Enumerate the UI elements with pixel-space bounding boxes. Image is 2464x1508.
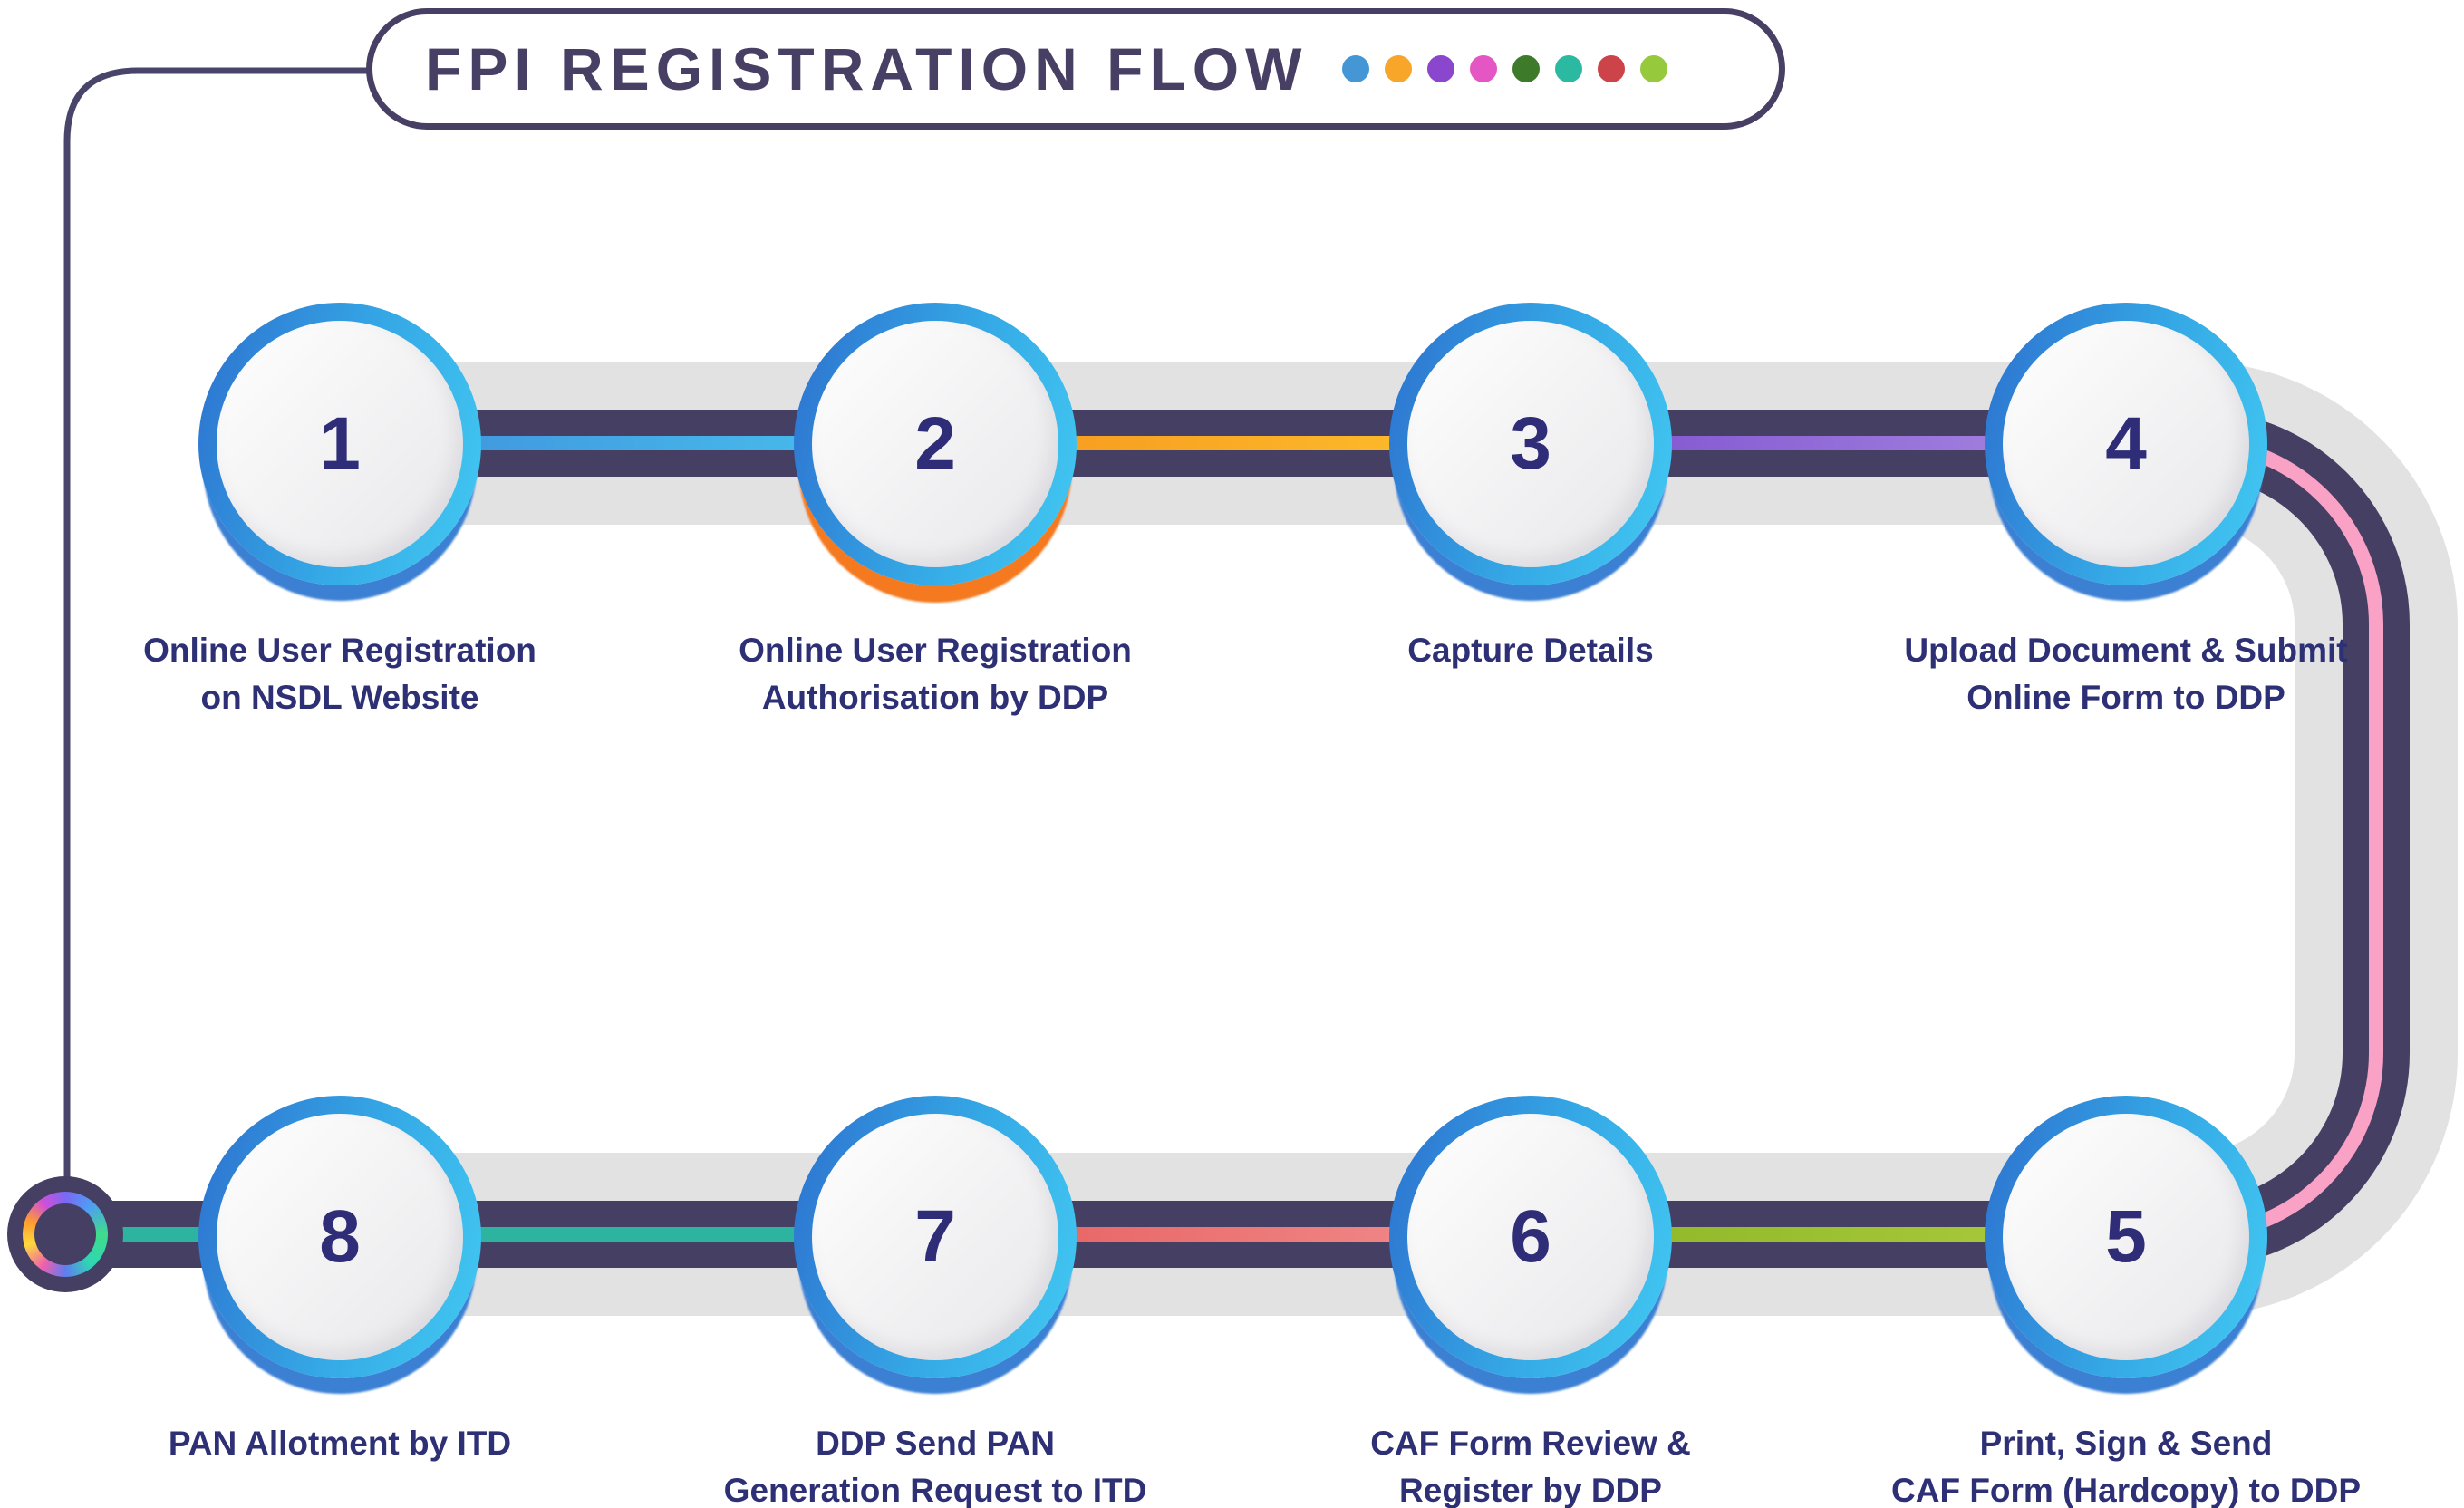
dot-icon [1385,55,1413,82]
step-3-label: Capture Details [1250,627,1812,674]
step-label-line: CAF Form (Hardcopy) to DDP [1891,1472,2361,1508]
dot-icon [1427,55,1455,82]
step-label-line: Online User Registration [739,632,1132,669]
step-2: 2 Online User Registration Authorisation… [654,303,1216,721]
step-1-circle: 1 [198,303,481,585]
step-8: 8 PAN Allotment by ITD [59,1096,621,1467]
step-label-line: PAN Allotment by ITD [168,1425,512,1462]
step-number: 4 [2105,402,2147,485]
step-number: 2 [914,402,956,485]
step-6-circle: 6 [1389,1096,1672,1378]
step-2-circle: 2 [794,303,1077,585]
step-label-line: CAF Form Review & [1370,1425,1691,1462]
step-6-label: CAF Form Review & Register by DDP [1250,1420,1812,1508]
step-label-line: Upload Document & Submit [1904,632,2348,669]
step-4-inner: 4 [2003,321,2249,567]
endpoint-node [7,1176,123,1292]
step-label-line: Online User Registration [143,632,536,669]
title-pill: FPI REGISTRATION FLOW [366,8,1785,130]
step-label-line: on NSDL Website [200,679,479,716]
step-number: 3 [1510,402,1551,485]
dot-icon [1640,55,1668,82]
step-label-line: Authorisation by DDP [761,679,1109,716]
page-title: FPI REGISTRATION FLOW [425,35,1309,102]
step-label-line: DDP Send PAN [816,1425,1055,1462]
title-dots [1342,55,1668,82]
step-label-line: Capture Details [1407,632,1654,669]
dot-icon [1342,55,1370,82]
step-5-label: Print, Sign & Send CAF Form (Hardcopy) t… [1845,1420,2407,1508]
step-4-circle: 4 [1985,303,2267,585]
endpoint-core [34,1204,96,1265]
step-6: 6 CAF Form Review & Register by DDP [1250,1096,1812,1508]
step-1-label: Online User Registration on NSDL Website [59,627,621,721]
step-5-circle: 5 [1985,1096,2267,1378]
pill-connector-line [63,67,393,1182]
dot-icon [1598,55,1626,82]
step-6-inner: 6 [1407,1114,1654,1360]
step-1: 1 Online User Registration on NSDL Websi… [59,303,621,721]
step-4-label: Upload Document & Submit Online Form to … [1845,627,2407,721]
step-number: 8 [319,1195,361,1278]
dot-icon [1555,55,1583,82]
step-2-inner: 2 [812,321,1058,567]
step-number: 5 [2105,1195,2147,1278]
step-7-label: DDP Send PAN Generation Request to ITD [654,1420,1216,1508]
step-label-line: Print, Sign & Send [1979,1425,2273,1462]
step-8-circle: 8 [198,1096,481,1378]
step-5-inner: 5 [2003,1114,2249,1360]
step-number: 7 [914,1195,956,1278]
step-8-inner: 8 [217,1114,463,1360]
step-number: 1 [319,402,361,485]
step-4: 4 Upload Document & Submit Online Form t… [1845,303,2407,721]
step-7-circle: 7 [794,1096,1077,1378]
step-number: 6 [1510,1195,1551,1278]
step-3-inner: 3 [1407,321,1654,567]
step-5: 5 Print, Sign & Send CAF Form (Hardcopy)… [1845,1096,2407,1508]
dot-icon [1512,55,1541,82]
stripe-segment-4-5 [2126,436,2383,1242]
step-label-line: Register by DDP [1399,1472,1662,1508]
step-label-line: Generation Request to ITD [723,1472,1147,1508]
step-label-line: Online Form to DDP [1966,679,2285,716]
step-8-label: PAN Allotment by ITD [59,1420,621,1467]
dot-icon [1470,55,1498,82]
step-1-inner: 1 [217,321,463,567]
step-7-inner: 7 [812,1114,1058,1360]
step-2-label: Online User Registration Authorisation b… [654,627,1216,721]
step-3-circle: 3 [1389,303,1672,585]
step-3: 3 Capture Details [1250,303,1812,674]
step-7: 7 DDP Send PAN Generation Request to ITD [654,1096,1216,1508]
